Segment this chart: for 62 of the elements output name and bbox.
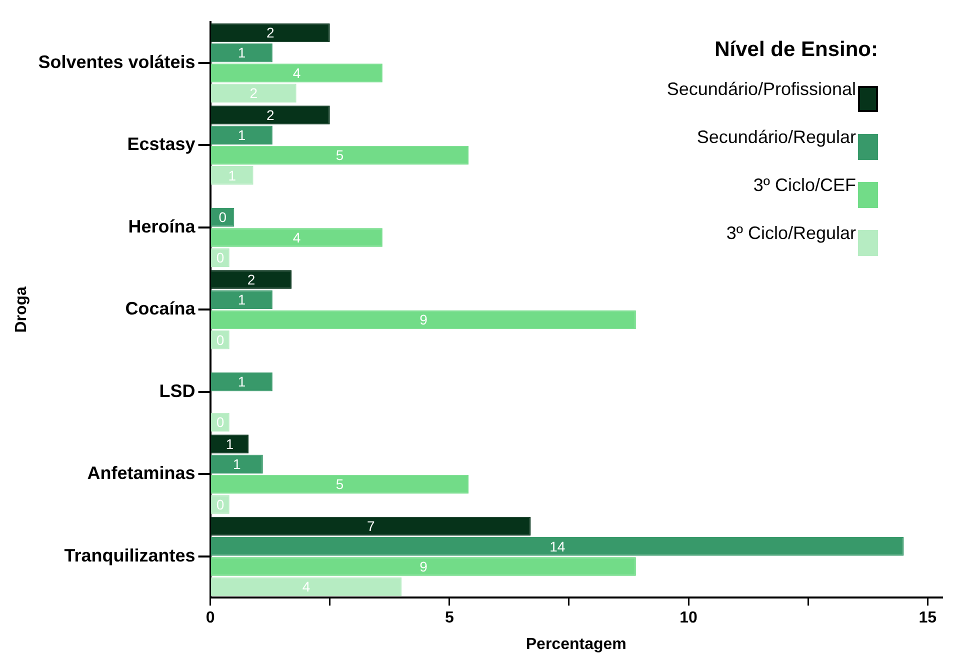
data-label: 2 (266, 24, 275, 41)
bar (211, 106, 330, 124)
bar (211, 474, 469, 494)
bar (211, 537, 904, 556)
data-label: 0 (216, 332, 224, 348)
data-label: 2 (247, 271, 256, 288)
data-label: 1 (228, 167, 236, 184)
data-label: 0 (216, 250, 224, 266)
x-tick-label: 0 (206, 610, 215, 627)
bar (211, 454, 263, 474)
bar (211, 23, 330, 42)
bar (211, 126, 272, 144)
bar (211, 372, 272, 392)
data-label: 1 (233, 456, 242, 472)
y-tick-label: Cocaína (125, 298, 196, 319)
legend-label: 3º Ciclo/Regular (726, 223, 856, 244)
data-label: 4 (292, 229, 301, 246)
y-tick-label: Solventes voláteis (38, 52, 196, 72)
bar (211, 516, 531, 536)
x-tick-label: 15 (918, 610, 937, 627)
data-label: 4 (292, 64, 301, 81)
data-label: 0 (218, 209, 227, 226)
data-label: 4 (302, 578, 310, 595)
bar (211, 166, 254, 185)
legend-label: Secundário/Regular (696, 127, 856, 148)
data-label: 14 (550, 538, 566, 554)
y-tick-label: Tranquilizantes (64, 545, 196, 566)
data-label: 1 (238, 374, 246, 390)
data-label: 5 (336, 476, 344, 492)
bar (211, 270, 292, 289)
bar (211, 577, 402, 596)
data-label: 1 (238, 44, 246, 61)
bar (211, 557, 636, 576)
x-axis-title: Percentagem (526, 636, 626, 653)
y-tick-label: Anfetaminas (87, 463, 196, 484)
data-label: 1 (238, 126, 246, 143)
data-label: 9 (420, 312, 428, 328)
data-label: 9 (420, 558, 428, 574)
bar (211, 43, 272, 62)
bar (211, 290, 272, 309)
bar (211, 434, 249, 454)
y-tick-label: Ecstasy (127, 134, 196, 154)
data-label: 1 (226, 436, 234, 452)
y-axis-title: Droga (13, 286, 30, 333)
legend-title: Nível de Ensino: (714, 38, 878, 62)
x-tick-label: 5 (444, 610, 454, 627)
bar (211, 228, 382, 247)
legend-label: Secundário/Profissional (666, 79, 856, 100)
bar (211, 84, 296, 103)
data-label: 5 (336, 147, 344, 164)
data-label: 2 (250, 85, 258, 102)
data-label: 2 (266, 106, 275, 123)
y-tick-label: LSD (159, 380, 196, 401)
x-tick-label: 10 (680, 610, 698, 627)
bar (211, 146, 469, 165)
legend-label: 3º Ciclo/CEF (753, 175, 856, 196)
data-label: 1 (238, 291, 246, 308)
bar (211, 310, 636, 330)
data-label: 0 (216, 496, 224, 512)
y-tick-label: Heroína (128, 216, 196, 236)
data-label: 0 (216, 414, 224, 430)
data-label: 7 (366, 518, 375, 534)
